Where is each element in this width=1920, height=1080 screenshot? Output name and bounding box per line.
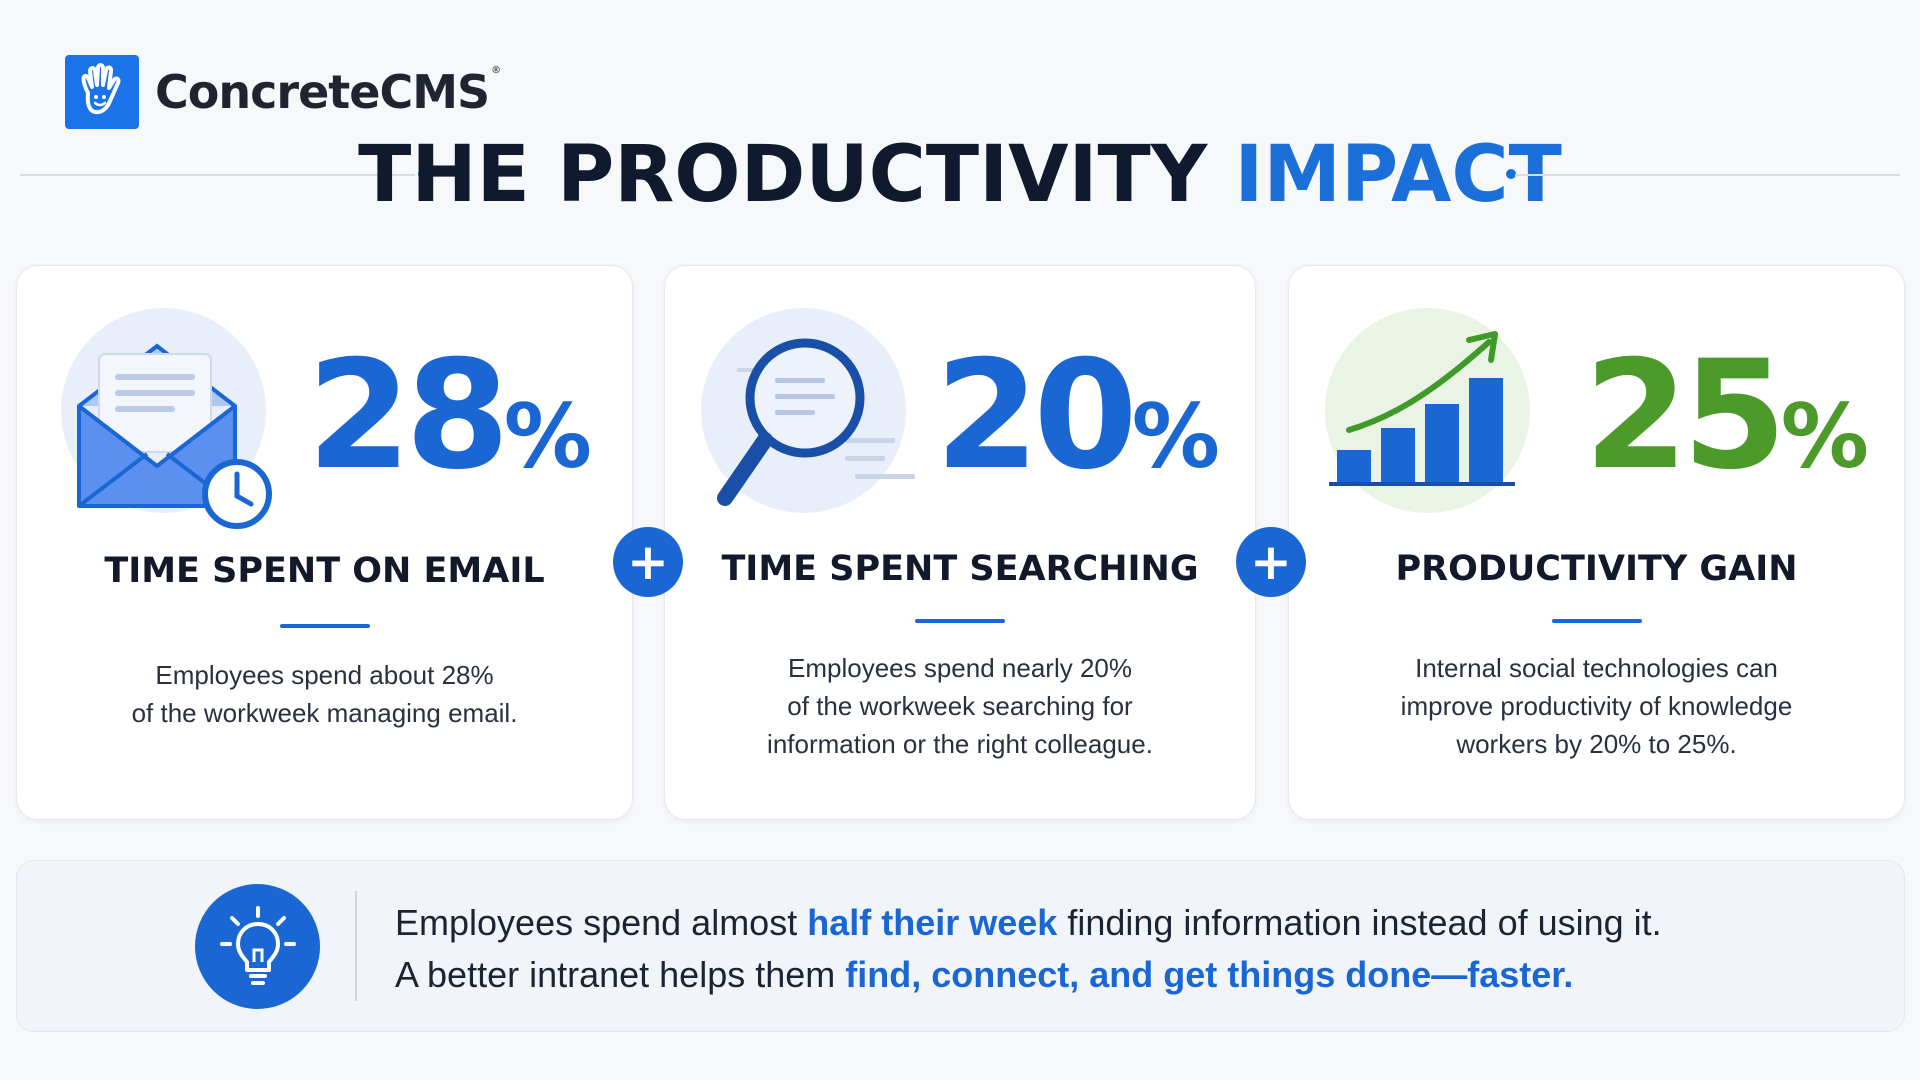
growth-chart-icon [1325, 308, 1530, 513]
title-divider-left [20, 174, 415, 176]
summary-banner: Employees spend almost half their week f… [16, 860, 1905, 1032]
stat-value-productivity: 25% [1584, 329, 1869, 503]
card-description: Employees spend nearly 20% of the workwe… [767, 653, 1153, 759]
card-description: Employees spend about 28% of the workwee… [131, 660, 518, 728]
stat-card-searching: 20% TIME SPENT SEARCHING Employees spend… [664, 265, 1256, 820]
stat-value-email: 28% [307, 329, 592, 503]
envelope-clock-icon [61, 308, 272, 529]
plus-icon: + [1236, 527, 1306, 597]
title-dot-right [1506, 169, 1516, 179]
plus-icon: + [613, 527, 683, 597]
registered-mark: ® [491, 65, 501, 76]
heading-underline [1551, 619, 1642, 623]
title-row: THE PRODUCTIVITY IMPACT [20, 130, 1900, 220]
card-heading: PRODUCTIVITY GAIN [1395, 549, 1798, 589]
lightbulb-icon [195, 884, 320, 1009]
heading-underline [279, 624, 370, 628]
title-divider-right [1515, 174, 1900, 176]
banner-line-2: A better intranet helps them find, conne… [395, 954, 1574, 995]
brand-name: ConcreteCMS ® [155, 65, 501, 119]
magnifier-icon [701, 308, 915, 513]
banner-line-1: Employees spend almost half their week f… [395, 902, 1662, 943]
stat-card-productivity: 25% PRODUCTIVITY GAIN Internal social te… [1288, 265, 1905, 820]
hand-icon [65, 55, 139, 129]
brand-logo[interactable]: ConcreteCMS ® [65, 55, 501, 129]
title-part1: THE PRODUCTIVITY [358, 130, 1208, 220]
banner-divider [355, 891, 357, 1001]
card-description: Internal social technologies can improve… [1400, 653, 1793, 759]
heading-underline [915, 619, 1005, 623]
stat-value-searching: 20% [935, 329, 1220, 503]
card-heading: TIME SPENT SEARCHING [721, 549, 1199, 589]
card-heading: TIME SPENT ON EMAIL [104, 551, 545, 591]
banner-message: Employees spend almost half their week f… [395, 897, 1662, 1001]
title-dot-left [418, 169, 428, 179]
stat-card-email: 28% TIME SPENT ON EMAIL Employees spend … [16, 265, 633, 820]
